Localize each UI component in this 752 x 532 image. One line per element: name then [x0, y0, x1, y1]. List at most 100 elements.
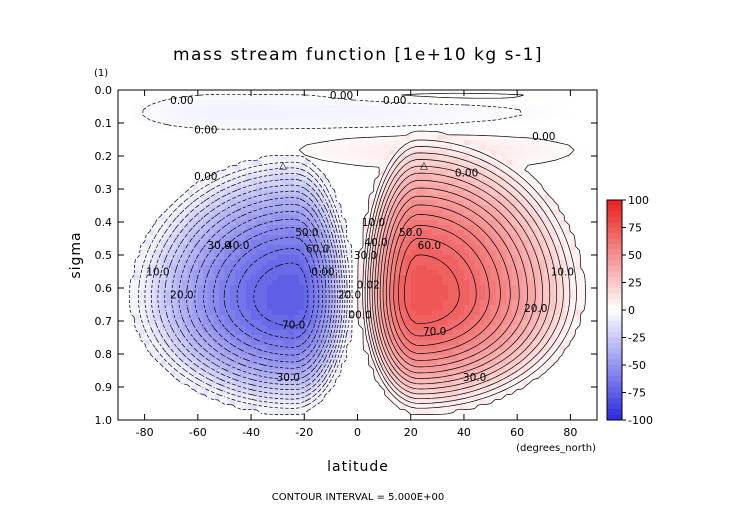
field-cell [565, 280, 571, 286]
field-cell [352, 310, 359, 316]
field-cell [522, 140, 529, 146]
field-cell [586, 140, 593, 146]
field-cell [543, 310, 550, 316]
field-cell [272, 135, 279, 141]
field-cell [501, 150, 508, 156]
field-cell [229, 285, 236, 291]
field-cell [309, 100, 316, 106]
field-cell [554, 185, 561, 191]
field-cell [405, 290, 412, 296]
field-cell [432, 120, 438, 126]
field-cell [187, 245, 194, 251]
field-cell [203, 225, 210, 231]
field-cell [400, 320, 406, 326]
field-cell [192, 300, 199, 306]
field-cell [490, 250, 497, 256]
field-cell [229, 300, 236, 306]
field-cell [171, 360, 178, 366]
field-cell [229, 200, 236, 206]
field-cell [229, 125, 236, 131]
field-cell [394, 90, 401, 96]
field-cell [357, 160, 364, 166]
field-cell [565, 210, 571, 216]
field-cell [245, 245, 252, 251]
field-cell [554, 90, 561, 96]
field-cell [272, 310, 279, 316]
field-cell [235, 240, 242, 246]
field-cell [192, 100, 199, 106]
field-cell [314, 90, 321, 96]
field-cell [352, 190, 359, 196]
field-cell [426, 195, 433, 201]
field-cell [517, 295, 524, 301]
field-cell [586, 90, 593, 96]
field-cell [426, 165, 433, 171]
field-cell [224, 145, 231, 151]
field-cell [346, 120, 353, 126]
field-cell [267, 335, 273, 341]
field-cell [490, 265, 497, 271]
field-cell [426, 335, 433, 341]
field-cell [543, 300, 550, 306]
field-cell [453, 180, 460, 186]
field-cell [213, 140, 220, 146]
field-cell [277, 270, 284, 276]
field-cell [522, 305, 529, 311]
field-cell [442, 150, 449, 156]
field-cell [160, 275, 167, 281]
field-cell [426, 170, 433, 176]
field-cell [123, 235, 130, 241]
field-cell [416, 195, 422, 201]
field-cell [251, 215, 257, 221]
field-cell [410, 260, 417, 266]
field-cell [538, 285, 545, 291]
field-cell [453, 200, 460, 206]
field-cell [575, 265, 582, 271]
field-cell [149, 305, 156, 311]
field-cell [570, 310, 577, 316]
field-cell [213, 205, 220, 211]
field-cell [533, 250, 540, 256]
field-cell [565, 135, 571, 141]
field-cell [128, 360, 135, 366]
field-cell [176, 105, 183, 111]
field-cell [149, 170, 156, 176]
field-cell [458, 205, 465, 211]
field-cell [330, 280, 337, 286]
field-cell [485, 205, 492, 211]
field-cell [416, 330, 422, 336]
field-cell [176, 310, 183, 316]
field-cell [330, 325, 337, 331]
field-cell [517, 245, 524, 251]
field-cell [155, 140, 162, 146]
field-cell [256, 360, 263, 366]
field-cell [522, 180, 529, 186]
field-cell [447, 225, 454, 231]
field-cell [261, 285, 268, 291]
field-cell [144, 305, 151, 311]
field-cell [522, 145, 529, 151]
field-cell [330, 130, 337, 136]
field-cell [187, 215, 194, 221]
field-cell [463, 200, 470, 206]
field-cell [325, 350, 332, 356]
field-cell [320, 210, 327, 216]
field-cell [565, 200, 571, 206]
field-cell [543, 130, 550, 136]
field-cell [570, 200, 577, 206]
field-cell [187, 90, 194, 96]
field-cell [591, 140, 597, 146]
field-cell [298, 270, 305, 276]
field-cell [288, 300, 295, 306]
field-cell [277, 220, 284, 226]
field-cell [181, 115, 188, 121]
field-cell [501, 120, 508, 126]
field-cell [123, 255, 130, 261]
field-cell [261, 180, 268, 186]
field-cell [261, 220, 268, 226]
field-cell [256, 190, 263, 196]
field-cell [293, 340, 300, 346]
field-cell [240, 335, 247, 341]
field-cell [559, 185, 566, 191]
field-cell [565, 105, 571, 111]
